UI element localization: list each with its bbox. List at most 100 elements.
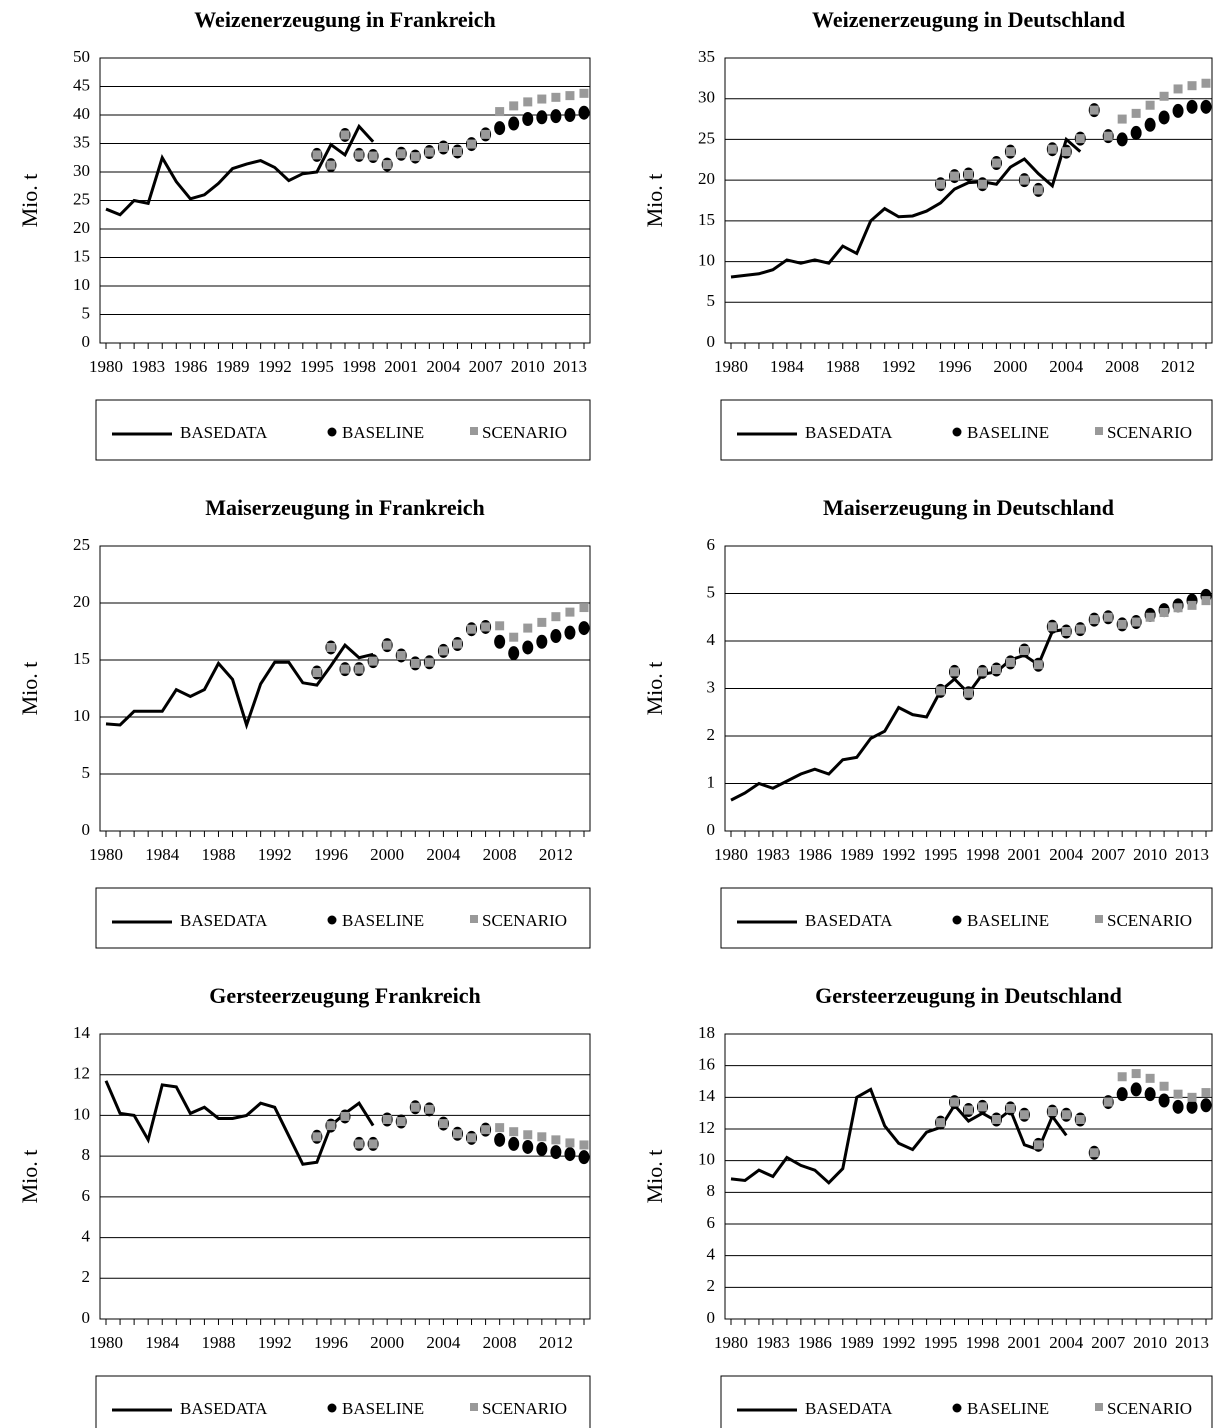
baseline-marker bbox=[1158, 110, 1170, 125]
scenario-marker bbox=[964, 169, 973, 179]
baseline-marker bbox=[1186, 1099, 1198, 1114]
x-tick-label: 2012 bbox=[539, 845, 573, 864]
legend-swatch bbox=[470, 427, 478, 435]
legend-swatch bbox=[470, 915, 478, 923]
scenario-marker bbox=[410, 1102, 420, 1112]
x-tick-label: 1986 bbox=[798, 1333, 832, 1352]
x-tick-label: 1986 bbox=[173, 357, 207, 376]
scenario-marker bbox=[1145, 100, 1155, 110]
x-tick-label: 1989 bbox=[840, 845, 874, 864]
scenario-marker bbox=[936, 686, 946, 696]
scenario-marker bbox=[1173, 603, 1183, 613]
scenario-marker bbox=[991, 158, 1001, 168]
series-line bbox=[105, 642, 374, 730]
scenario-marker bbox=[565, 607, 575, 617]
legend-label: BASEDATA bbox=[805, 423, 893, 442]
y-tick-label: 5 bbox=[82, 763, 91, 782]
scenario-marker bbox=[936, 1118, 946, 1128]
series-line bbox=[105, 123, 375, 217]
scenario-marker bbox=[495, 107, 505, 117]
y-tick-label: 5 bbox=[707, 291, 716, 310]
x-tick-label: 2012 bbox=[539, 1333, 573, 1352]
baseline-marker bbox=[564, 625, 576, 640]
y-tick-label: 50 bbox=[73, 47, 90, 66]
x-tick-label: 1980 bbox=[714, 357, 748, 376]
scenario-marker bbox=[1033, 185, 1043, 195]
baseline-marker bbox=[1158, 1093, 1170, 1108]
scenario-marker bbox=[382, 160, 392, 170]
x-tick-label: 1995 bbox=[924, 1333, 958, 1352]
legend-label: SCENARIO bbox=[482, 911, 567, 930]
y-tick-label: 10 bbox=[73, 706, 90, 725]
scenario-marker bbox=[340, 130, 350, 140]
y-axis-label: Mio. t bbox=[17, 174, 42, 228]
y-tick-label: 5 bbox=[82, 303, 91, 322]
scenario-marker bbox=[509, 1127, 519, 1137]
y-tick-label: 20 bbox=[73, 218, 90, 237]
scenario-marker bbox=[340, 664, 350, 674]
y-tick-label: 15 bbox=[73, 649, 90, 668]
baseline-marker bbox=[1172, 103, 1184, 118]
x-tick-label: 2004 bbox=[1049, 357, 1084, 376]
y-tick-label: 8 bbox=[82, 1145, 91, 1164]
legend-box bbox=[95, 887, 591, 949]
y-tick-label: 15 bbox=[73, 246, 90, 265]
x-tick-label: 2010 bbox=[511, 357, 545, 376]
y-tick-label: 12 bbox=[73, 1064, 90, 1083]
y-tick-label: 8 bbox=[707, 1181, 716, 1200]
legend-swatch bbox=[1095, 1403, 1103, 1411]
x-tick-label: 1995 bbox=[924, 845, 958, 864]
scenario-marker bbox=[1047, 622, 1057, 632]
scenario-marker bbox=[1145, 612, 1155, 622]
plot-frame bbox=[99, 1033, 591, 1320]
x-tick-label: 2004 bbox=[1049, 1333, 1084, 1352]
x-tick-label: 2004 bbox=[426, 357, 461, 376]
scenario-marker bbox=[1201, 596, 1211, 606]
x-tick-label: 1992 bbox=[258, 357, 292, 376]
scenario-marker bbox=[1117, 1072, 1127, 1082]
scenario-marker bbox=[438, 646, 448, 656]
y-axis-label: Mio. t bbox=[642, 662, 667, 716]
x-tick-label: 1988 bbox=[201, 1333, 235, 1352]
baseline-marker bbox=[564, 108, 576, 122]
y-tick-label: 25 bbox=[73, 189, 90, 208]
scenario-marker bbox=[1005, 147, 1015, 157]
scenario-marker bbox=[1061, 147, 1071, 157]
legend-label: BASEDATA bbox=[180, 911, 268, 930]
scenario-marker bbox=[964, 1105, 973, 1115]
baseline-marker bbox=[494, 121, 506, 136]
baseline-marker bbox=[536, 110, 548, 125]
legend-box bbox=[95, 399, 591, 461]
x-tick-label: 1996 bbox=[314, 845, 348, 864]
x-tick-label: 2004 bbox=[426, 845, 461, 864]
scenario-marker bbox=[354, 1139, 364, 1149]
y-tick-label: 6 bbox=[707, 535, 716, 554]
x-tick-label: 2001 bbox=[384, 357, 418, 376]
scenario-marker bbox=[1089, 1148, 1099, 1158]
scenario-marker bbox=[410, 658, 420, 668]
scenario-marker bbox=[438, 1119, 448, 1129]
x-tick-label: 1986 bbox=[798, 845, 832, 864]
y-tick-label: 10 bbox=[698, 250, 715, 269]
x-tick-label: 1989 bbox=[840, 1333, 874, 1352]
x-tick-label: 2008 bbox=[483, 845, 517, 864]
scenario-marker bbox=[1019, 646, 1029, 655]
x-tick-label: 1980 bbox=[714, 1333, 748, 1352]
scenario-marker bbox=[467, 139, 477, 149]
y-tick-label: 14 bbox=[73, 1023, 91, 1042]
scenario-marker bbox=[977, 1102, 987, 1112]
legend-label: BASELINE bbox=[967, 1399, 1049, 1418]
y-tick-label: 30 bbox=[698, 88, 715, 107]
baseline-marker bbox=[494, 634, 506, 649]
x-tick-label: 1992 bbox=[882, 1333, 916, 1352]
y-axis-label: Mio. t bbox=[642, 1150, 667, 1204]
scenario-marker bbox=[1187, 81, 1197, 91]
legend-label: SCENARIO bbox=[482, 423, 567, 442]
scenario-marker bbox=[1173, 1089, 1183, 1099]
x-tick-label: 1995 bbox=[300, 357, 334, 376]
scenario-marker bbox=[1131, 1069, 1141, 1079]
scenario-marker bbox=[1201, 1088, 1211, 1098]
legend-swatch bbox=[327, 915, 337, 925]
y-tick-label: 16 bbox=[698, 1055, 715, 1074]
